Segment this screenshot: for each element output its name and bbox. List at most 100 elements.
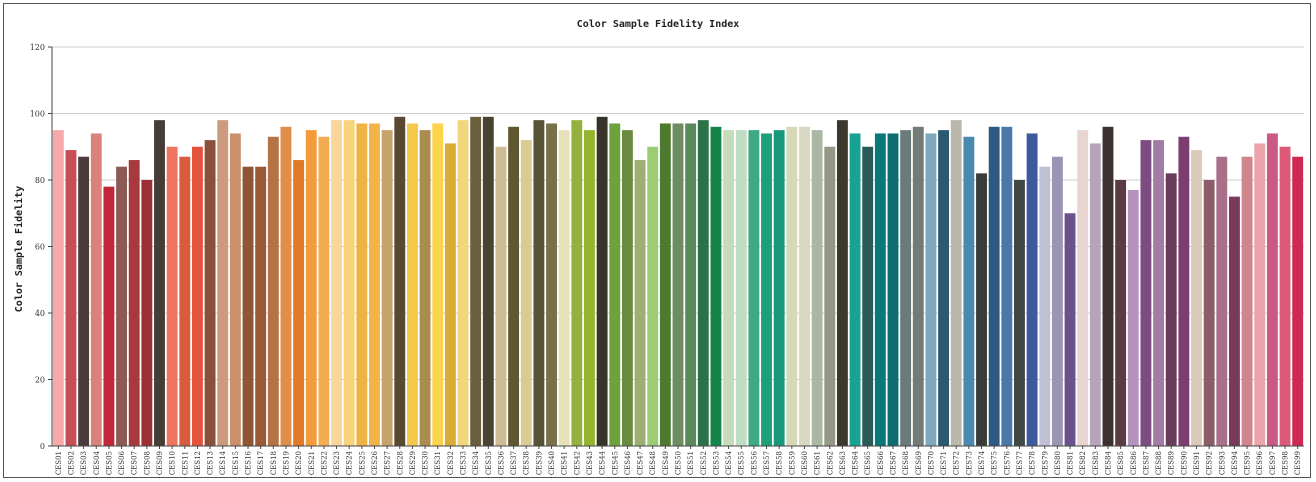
x-tick-label: CES01 bbox=[55, 451, 63, 475]
y-tick-label: 60 bbox=[35, 243, 45, 252]
bar-ces27 bbox=[381, 130, 393, 447]
bar-ces89 bbox=[1165, 173, 1177, 446]
bar-ces23 bbox=[331, 120, 342, 447]
x-tick-label: CES54 bbox=[725, 450, 733, 475]
bar-ces24 bbox=[343, 120, 355, 447]
x-tick-label: CES87 bbox=[1142, 451, 1150, 475]
bar-ces94 bbox=[1229, 196, 1240, 447]
bar-ces76 bbox=[1001, 126, 1013, 447]
x-tick-label: CES13 bbox=[207, 451, 215, 475]
x-tick-label: CES39 bbox=[535, 451, 543, 475]
bar-ces08 bbox=[141, 180, 153, 446]
x-tick-label: CES45 bbox=[611, 451, 619, 475]
bars-group bbox=[52, 116, 1304, 447]
bar-ces18 bbox=[267, 136, 279, 446]
bar-ces58 bbox=[773, 130, 785, 447]
bar-ces73 bbox=[963, 136, 975, 446]
bar-ces99 bbox=[1292, 156, 1304, 447]
x-tick-label: CES32 bbox=[447, 451, 455, 475]
x-tick-label: CES51 bbox=[687, 451, 695, 475]
bar-ces60 bbox=[799, 126, 810, 447]
bar-ces20 bbox=[293, 160, 305, 447]
bar-ces04 bbox=[90, 133, 102, 446]
bar-ces40 bbox=[546, 123, 557, 446]
bar-ces64 bbox=[849, 133, 861, 446]
bar-ces30 bbox=[419, 130, 431, 447]
x-tick-label: CES86 bbox=[1130, 450, 1138, 475]
bar-ces87 bbox=[1140, 140, 1152, 446]
x-tick-label: CES56 bbox=[750, 450, 758, 475]
x-tick-label: CES36 bbox=[497, 450, 505, 475]
bar-ces22 bbox=[318, 136, 330, 446]
bar-ces79 bbox=[1039, 166, 1051, 446]
bar-ces06 bbox=[116, 166, 127, 446]
bar-ces95 bbox=[1241, 156, 1253, 447]
bar-ces70 bbox=[925, 133, 937, 446]
x-tick-label: CES48 bbox=[649, 451, 657, 475]
bar-ces62 bbox=[824, 146, 836, 446]
bar-ces11 bbox=[179, 156, 191, 447]
bar-ces75 bbox=[988, 126, 1000, 447]
bar-ces36 bbox=[495, 146, 507, 446]
bar-ces88 bbox=[1153, 140, 1165, 446]
bar-ces66 bbox=[874, 133, 886, 446]
bar-ces26 bbox=[369, 123, 380, 446]
x-tick-label: CES79 bbox=[1041, 451, 1049, 475]
bar-ces41 bbox=[558, 130, 570, 447]
bar-ces47 bbox=[634, 160, 646, 447]
x-tick-label: CES69 bbox=[915, 451, 923, 475]
x-tick-label: CES22 bbox=[320, 451, 328, 475]
bar-ces65 bbox=[862, 146, 874, 446]
bar-ces10 bbox=[166, 146, 178, 446]
bar-ces03 bbox=[78, 156, 90, 447]
bar-ces78 bbox=[1026, 133, 1038, 446]
x-tick-label: CES42 bbox=[573, 451, 581, 475]
bar-ces07 bbox=[128, 160, 140, 447]
x-tick-label: CES71 bbox=[940, 451, 948, 475]
bar-ces13 bbox=[204, 140, 216, 446]
bar-ces56 bbox=[748, 130, 760, 447]
x-tick-label: CES49 bbox=[662, 451, 670, 475]
x-tick-label: CES66 bbox=[877, 450, 885, 475]
bar-ces19 bbox=[280, 126, 292, 447]
x-tick-label: CES72 bbox=[953, 451, 961, 475]
x-tick-label: CES98 bbox=[1282, 451, 1290, 475]
bar-ces55 bbox=[735, 130, 747, 447]
x-tick-label: CES89 bbox=[1168, 451, 1176, 475]
x-tick-label: CES88 bbox=[1155, 451, 1163, 475]
x-tick-label: CES73 bbox=[965, 451, 973, 475]
x-ticks: CES01 CES02 CES03 CES04 CES05 CES06 CES07 CES08… bbox=[55, 446, 1302, 475]
bar-ces77 bbox=[1014, 180, 1025, 446]
bar-ces17 bbox=[255, 166, 267, 446]
x-tick-label: CES52 bbox=[700, 451, 708, 475]
x-tick-label: CES40 bbox=[548, 451, 556, 475]
bar-ces92 bbox=[1203, 180, 1215, 446]
x-tick-label: CES74 bbox=[978, 450, 986, 475]
x-tick-label: CES14 bbox=[219, 450, 227, 475]
x-tick-label: CES97 bbox=[1269, 451, 1277, 475]
x-tick-label: CES25 bbox=[358, 451, 366, 475]
bar-ces02 bbox=[65, 150, 77, 446]
x-tick-label: CES31 bbox=[434, 451, 442, 475]
chart-frame: Color Sample Fidelity Index Color Sample… bbox=[3, 3, 1311, 478]
x-tick-label: CES80 bbox=[1054, 451, 1062, 475]
x-tick-label: CES94 bbox=[1231, 450, 1239, 475]
x-tick-label: CES77 bbox=[1016, 451, 1024, 475]
x-tick-label: CES16 bbox=[245, 450, 253, 475]
bar-ces53 bbox=[710, 126, 722, 447]
x-tick-label: CES20 bbox=[295, 451, 303, 475]
bar-ces38 bbox=[520, 140, 532, 446]
x-tick-label: CES76 bbox=[1003, 450, 1011, 475]
x-tick-label: CES35 bbox=[485, 451, 493, 475]
x-tick-label: CES37 bbox=[510, 451, 518, 475]
bar-chart: Color Sample Fidelity Index Color Sample… bbox=[13, 18, 1304, 475]
x-tick-label: CES10 bbox=[169, 451, 177, 475]
bar-ces52 bbox=[697, 120, 709, 447]
x-tick-label: CES07 bbox=[131, 451, 139, 475]
bar-ces98 bbox=[1279, 146, 1291, 446]
bar-ces51 bbox=[685, 123, 697, 446]
x-tick-label: CES92 bbox=[1206, 451, 1214, 475]
bar-ces28 bbox=[394, 116, 406, 446]
y-tick-label: 0 bbox=[40, 442, 45, 451]
x-tick-label: CES85 bbox=[1117, 451, 1125, 475]
